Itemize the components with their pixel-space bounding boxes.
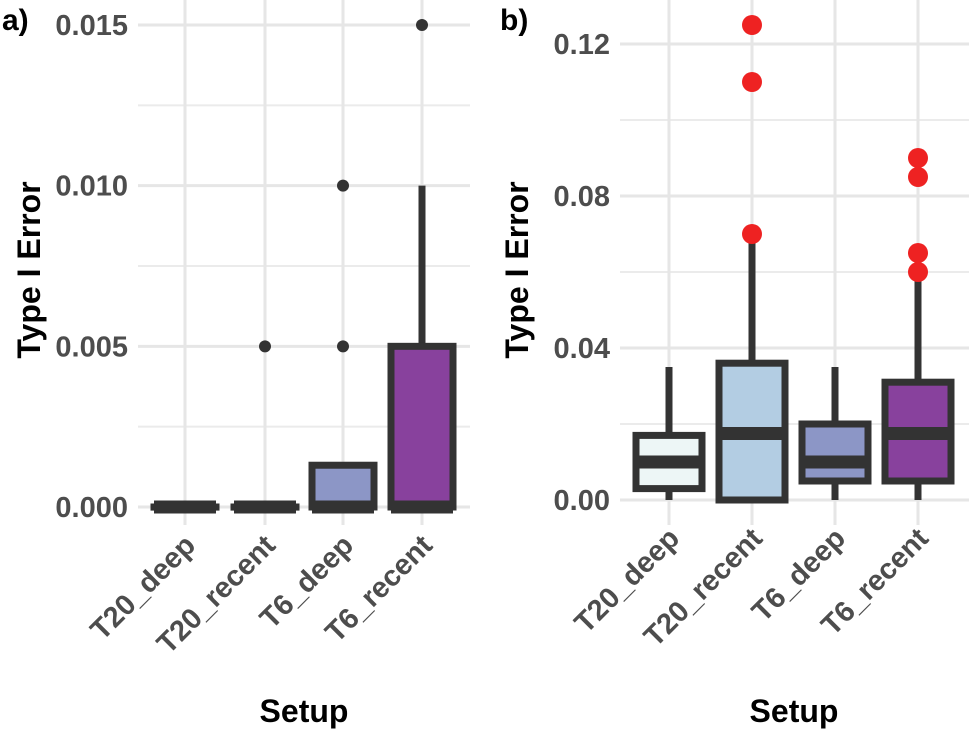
y-tick-label: 0.010 — [55, 171, 128, 203]
y-axis-title-b: Type I Error — [499, 181, 535, 358]
y-axis-title-a: Type I Error — [11, 181, 47, 358]
outlier-point — [337, 340, 349, 352]
outlier-point — [742, 72, 762, 92]
y-tick-label: 0.000 — [55, 492, 128, 524]
box-T6_deep — [802, 367, 868, 500]
outlier-point — [908, 167, 928, 187]
box-body — [391, 346, 453, 507]
outlier-point — [259, 340, 271, 352]
outlier-point — [908, 148, 928, 168]
outlier-point — [742, 224, 762, 244]
outlier-point — [908, 243, 928, 263]
panel-b: b) Type I Error Setup 0.000.040.080.12T2… — [499, 0, 969, 729]
x-axis-title-b: Setup — [750, 693, 839, 729]
y-tick-label: 0.015 — [55, 10, 128, 42]
panel-label-b: b) — [500, 4, 528, 37]
box-T20_deep — [636, 367, 702, 500]
y-tick-label: 0.00 — [554, 485, 610, 517]
panel-a: a) Type I Error Setup 0.000 0.005 0.010 0.0… — [2, 0, 470, 729]
box-body — [802, 424, 868, 481]
y-tick-label: 0.08 — [554, 181, 610, 213]
outlier-point — [416, 19, 428, 31]
panel-label-a: a) — [2, 4, 29, 37]
y-tick-label: 0.04 — [554, 333, 610, 365]
outlier-point — [742, 15, 762, 35]
y-tick-label: 0.12 — [554, 29, 610, 61]
outlier-point — [908, 262, 928, 282]
x-axis-title-a: Setup — [260, 693, 349, 729]
outlier-point — [337, 180, 349, 192]
y-tick-label: 0.005 — [55, 331, 128, 363]
box-T20_recent — [719, 15, 785, 500]
